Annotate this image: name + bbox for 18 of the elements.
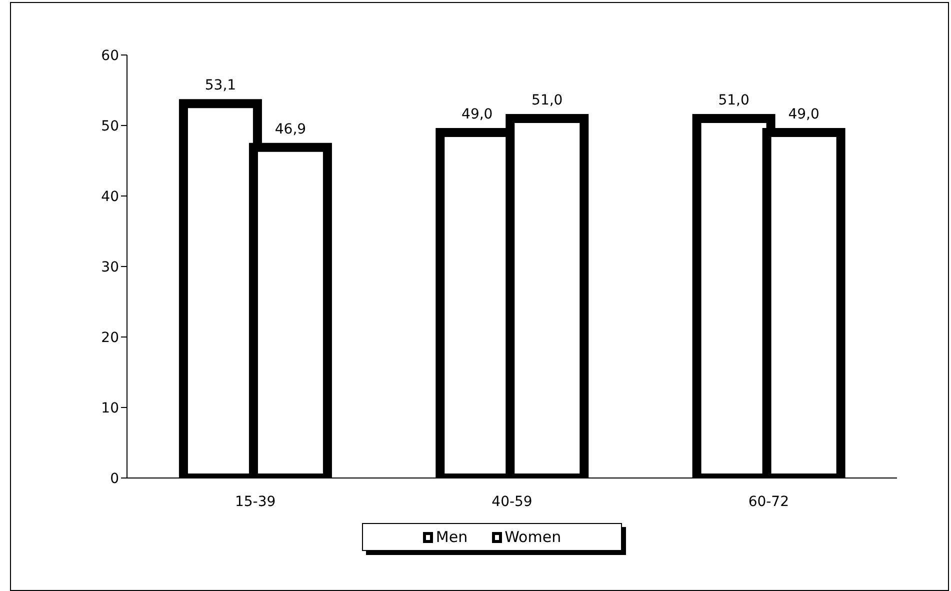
y-tick-label: 40 — [101, 188, 119, 205]
y-tick-label: 0 — [110, 470, 119, 487]
data-label: 49,0 — [788, 106, 820, 123]
data-label: 49,0 — [462, 106, 493, 123]
data-label: 51,0 — [532, 92, 563, 108]
x-tick-label: 40-59 — [492, 494, 532, 510]
y-tick-label: 20 — [101, 330, 119, 346]
legend-label: Women — [504, 528, 562, 546]
x-tick-label: 60-72 — [748, 494, 790, 510]
y-tick-label: 30 — [101, 259, 119, 276]
data-label: 53,1 — [204, 78, 236, 94]
data-label: 46,9 — [274, 121, 306, 138]
y-tick-label: 10 — [101, 400, 119, 416]
data-label: 51,0 — [718, 92, 750, 108]
x-tick-label: 15-39 — [234, 494, 276, 510]
legend-label: Men — [436, 528, 468, 546]
y-tick-label: 50 — [101, 118, 119, 134]
y-tick-label: 60 — [101, 48, 119, 64]
